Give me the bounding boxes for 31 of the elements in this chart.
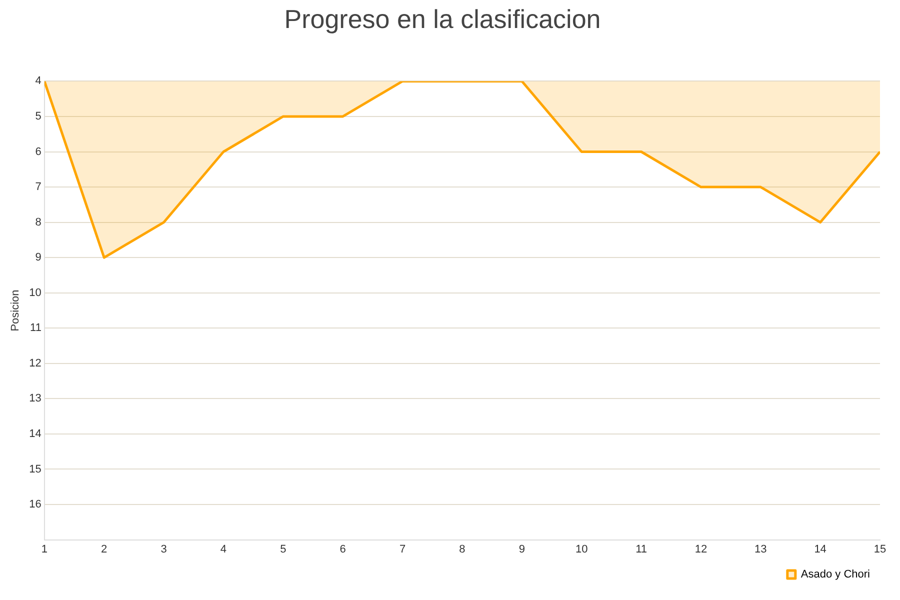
x-tick-label: 12 [694,543,708,556]
x-tick-label: 2 [101,543,108,556]
x-tick-label: 13 [754,543,767,556]
x-tick-label: 6 [340,543,346,556]
y-tick-label: 15 [29,463,42,476]
y-tick-label: 10 [29,286,42,299]
y-tick-label: 6 [35,146,42,158]
x-tick-label: 11 [636,543,647,556]
x-tick-label: 3 [160,543,167,556]
x-tick-label: 8 [459,543,466,556]
y-tick-label: 11 [30,322,42,334]
y-tick-label: 12 [29,357,42,370]
x-tick-label: 10 [575,543,588,556]
y-tick-label: 9 [35,252,42,264]
y-tick-label: 14 [29,428,42,440]
legend-label: Asado y Chori [800,568,870,581]
y-tick-label: 5 [35,110,42,123]
x-tick-label: 14 [814,543,826,556]
y-tick-label: 4 [35,75,42,88]
y-tick-label: 7 [35,181,42,194]
x-tick-label: 7 [399,543,406,556]
y-tick-label: 16 [29,498,42,511]
x-tick-label: 15 [874,543,886,556]
y-tick-label: 8 [35,216,42,228]
x-tick-label: 1 [41,543,48,556]
y-tick-label: 13 [29,392,42,405]
x-tick-label: 5 [280,543,286,556]
x-tick-label: 4 [220,543,227,556]
chart-title: Progreso en la clasificacion [284,4,601,34]
y-axis-title: Posicion [10,290,22,332]
x-tick-label: 9 [518,543,525,556]
